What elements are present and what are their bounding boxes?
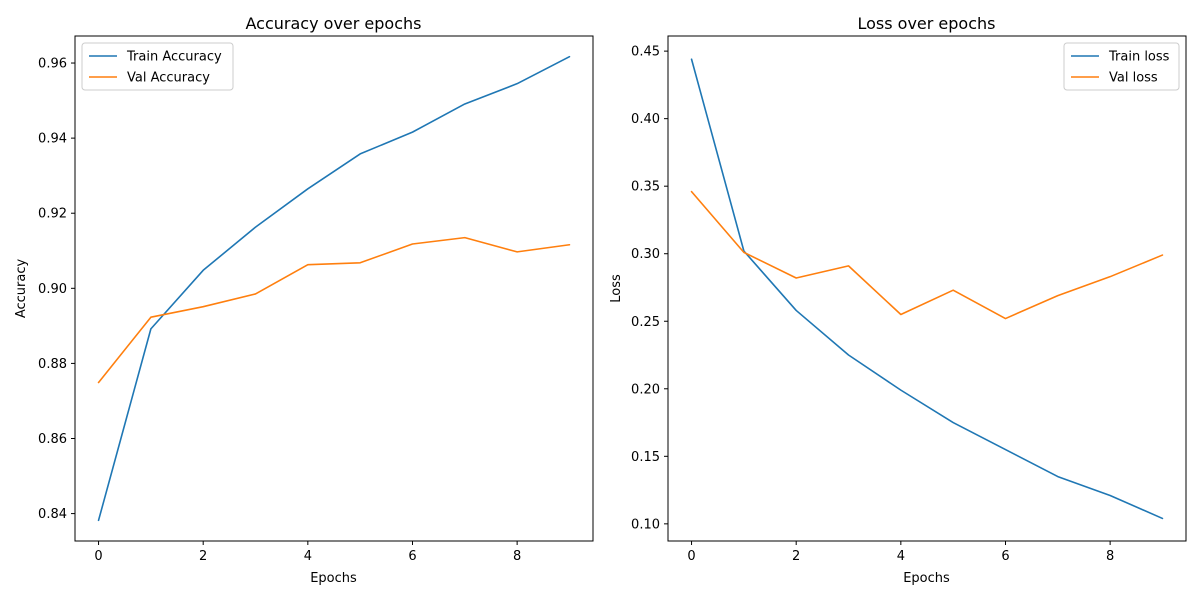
accuracy-y-tick-label: 0.92 bbox=[38, 207, 67, 222]
loss-series-line-train bbox=[690, 58, 1164, 520]
loss-y-tick-label: 0.45 bbox=[631, 45, 660, 60]
loss-legend-label-train: Train loss bbox=[1108, 50, 1170, 65]
accuracy-y-tick-label: 0.94 bbox=[38, 132, 67, 147]
loss-y-tick-label: 0.15 bbox=[631, 450, 660, 465]
loss-series-lines bbox=[690, 58, 1164, 520]
loss-x-tick-label: 6 bbox=[1001, 549, 1009, 564]
accuracy-legend: Train Accuracy Val Accuracy bbox=[81, 42, 234, 91]
loss-chart: Loss over epochs 0 2 4 6 8 0.10 0.15 0.20 0.25 0.… bbox=[609, 14, 1187, 586]
loss-x-tick-label: 8 bbox=[1106, 549, 1114, 564]
loss-y-tick-label: 0.40 bbox=[631, 112, 660, 127]
loss-legend-label-val: Val loss bbox=[1109, 71, 1158, 86]
accuracy-x-tick-label: 8 bbox=[513, 549, 521, 564]
accuracy-series-line-train bbox=[97, 55, 571, 522]
accuracy-series-line-val bbox=[97, 236, 571, 384]
accuracy-y-tick-label: 0.96 bbox=[38, 57, 67, 72]
loss-y-tick-label: 0.30 bbox=[631, 247, 660, 262]
accuracy-x-tick-label: 2 bbox=[199, 549, 207, 564]
loss-x-tick-label: 4 bbox=[897, 549, 905, 564]
loss-x-tick-label: 0 bbox=[687, 549, 695, 564]
accuracy-series-lines bbox=[97, 55, 571, 522]
loss-y-tick-label: 0.35 bbox=[631, 180, 660, 195]
accuracy-ticks: 0 2 4 6 8 0.84 0.86 0.88 0.90 0.92 0.94 0.96 bbox=[38, 57, 521, 564]
accuracy-x-axis-label: Epochs bbox=[310, 571, 357, 586]
accuracy-y-tick-label: 0.84 bbox=[38, 507, 67, 522]
loss-legend: Train loss Val loss bbox=[1063, 42, 1180, 91]
accuracy-chart-title: Accuracy over epochs bbox=[246, 14, 422, 33]
loss-chart-title: Loss over epochs bbox=[857, 14, 995, 33]
accuracy-y-tick-label: 0.90 bbox=[38, 282, 67, 297]
loss-y-axis-label: Loss bbox=[609, 274, 624, 303]
loss-ticks: 0 2 4 6 8 0.10 0.15 0.20 0.25 0.30 0.35 0.40 0.45 bbox=[631, 45, 1114, 564]
accuracy-legend-label-val: Val Accuracy bbox=[127, 71, 210, 86]
accuracy-x-tick-label: 0 bbox=[94, 549, 102, 564]
loss-legend-box bbox=[1063, 42, 1180, 91]
accuracy-y-tick-label: 0.86 bbox=[38, 432, 67, 447]
accuracy-y-tick-label: 0.88 bbox=[38, 357, 67, 372]
loss-y-tick-label: 0.25 bbox=[631, 315, 660, 330]
accuracy-y-axis-label: Accuracy bbox=[14, 259, 29, 319]
loss-x-axis-label: Epochs bbox=[903, 571, 950, 586]
loss-series-line-val bbox=[690, 190, 1164, 320]
loss-y-tick-label: 0.20 bbox=[631, 382, 660, 397]
accuracy-plot-frame bbox=[74, 35, 594, 542]
loss-x-tick-label: 2 bbox=[792, 549, 800, 564]
accuracy-legend-box bbox=[81, 42, 234, 91]
accuracy-x-tick-label: 4 bbox=[304, 549, 312, 564]
loss-plot-frame bbox=[667, 35, 1187, 542]
accuracy-chart: Accuracy over epochs 0 2 4 6 8 0.84 0.86 0.88 0.… bbox=[14, 14, 594, 586]
loss-y-tick-label: 0.10 bbox=[631, 517, 660, 532]
accuracy-x-tick-label: 6 bbox=[408, 549, 416, 564]
accuracy-legend-label-train: Train Accuracy bbox=[126, 50, 222, 65]
